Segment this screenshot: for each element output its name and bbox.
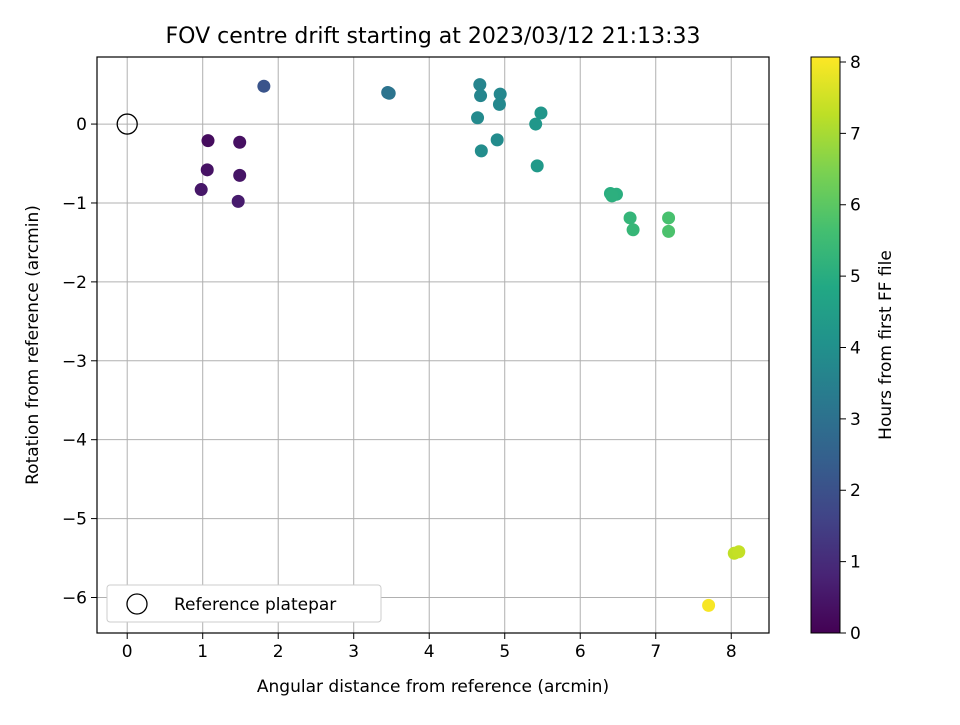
y-axis-label: Rotation from reference (arcmin) [23, 205, 43, 485]
legend-box [106, 584, 382, 623]
colorbar-tick-label: 8 [850, 53, 861, 73]
x-tick-label: 4 [424, 642, 435, 662]
y-tick-label: −2 [62, 273, 87, 293]
x-axis-ticks: 0 1 2 3 4 5 6 7 8 [122, 633, 737, 662]
chart-title: FOV centre drift starting at 2023/03/12 … [166, 24, 701, 49]
colorbar-tick-label: 1 [850, 553, 861, 573]
plot-frame [96, 56, 770, 634]
data-point [492, 97, 506, 111]
x-tick-label: 3 [348, 642, 359, 662]
reference-platepar-marker [116, 113, 138, 135]
data-point [662, 211, 676, 225]
data-point [233, 135, 247, 149]
data-point [471, 111, 485, 125]
y-tick-label: −1 [62, 194, 87, 214]
data-point [623, 211, 637, 225]
colorbar: 0 1 2 3 4 5 6 7 8 Hours from first FF file [810, 53, 896, 644]
data-point [626, 223, 640, 237]
colorbar-tick-label: 7 [850, 124, 861, 144]
data-point [231, 194, 245, 208]
data-point [473, 78, 487, 92]
legend-marker-icon [126, 593, 148, 615]
data-point [534, 106, 548, 120]
reference-marker [116, 113, 138, 135]
data-point [605, 189, 619, 203]
data-point [201, 134, 215, 148]
x-tick-label: 5 [499, 642, 510, 662]
data-point [474, 144, 488, 158]
colorbar-ticks: 0 1 2 3 4 5 6 7 8 [840, 53, 861, 644]
colorbar-tick-label: 2 [850, 481, 861, 501]
x-tick-label: 1 [197, 642, 208, 662]
x-tick-label: 6 [575, 642, 586, 662]
grid-lines [97, 57, 769, 633]
y-tick-label: −6 [62, 588, 87, 608]
x-tick-label: 2 [273, 642, 284, 662]
legend-label: Reference platepar [174, 595, 336, 615]
colorbar-label: Hours from first FF file [876, 250, 896, 440]
x-tick-label: 7 [650, 642, 661, 662]
y-tick-label: −3 [62, 352, 87, 372]
colorbar-tick-label: 6 [850, 196, 861, 216]
data-point [732, 545, 746, 559]
x-tick-label: 8 [726, 642, 737, 662]
data-point [382, 86, 396, 100]
x-tick-label: 0 [122, 642, 133, 662]
y-tick-label: −5 [62, 510, 87, 530]
data-point [474, 89, 488, 103]
colorbar-gradient [810, 56, 841, 634]
y-axis-ticks: 0 −1 −2 −3 −4 −5 −6 [62, 115, 97, 608]
data-point [530, 159, 544, 173]
data-point [257, 79, 271, 93]
data-point [194, 183, 208, 197]
data-point [662, 224, 676, 238]
data-point [529, 117, 543, 131]
data-points [194, 78, 746, 612]
data-point [233, 168, 247, 182]
y-tick-label: 0 [76, 115, 87, 135]
legend: Reference platepar [106, 584, 382, 623]
colorbar-tick-label: 3 [850, 410, 861, 430]
colorbar-tick-label: 0 [850, 624, 861, 644]
y-tick-label: −4 [62, 431, 87, 451]
x-axis-label: Angular distance from reference (arcmin) [257, 677, 609, 697]
data-point [493, 87, 507, 101]
data-point [490, 133, 504, 147]
data-point [702, 598, 716, 612]
colorbar-tick-label: 5 [850, 267, 861, 287]
data-point [200, 163, 214, 177]
colorbar-tick-label: 4 [850, 338, 861, 358]
